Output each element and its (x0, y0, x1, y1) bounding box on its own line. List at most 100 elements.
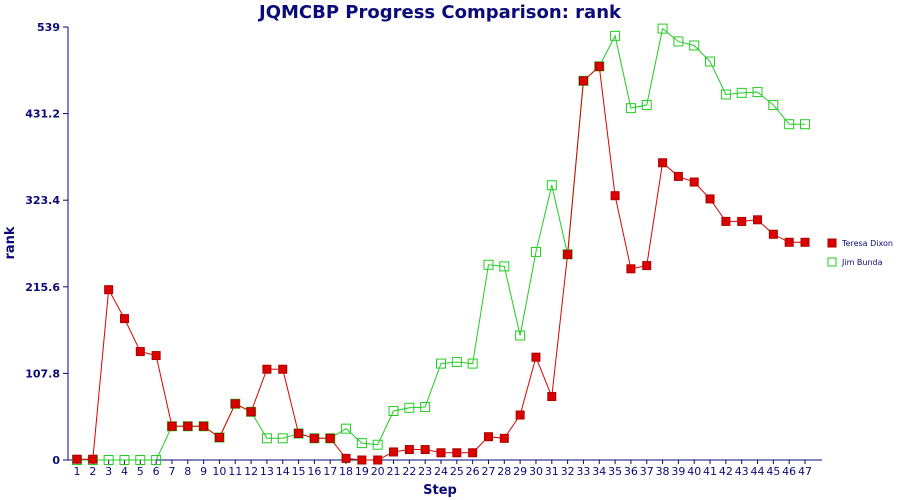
y-tick-label: 431.2 (25, 108, 60, 121)
data-point (483, 259, 494, 270)
data-point (610, 191, 620, 201)
data-point (356, 438, 367, 449)
x-tick-label: 6 (153, 465, 160, 478)
x-tick-label: 34 (592, 465, 606, 478)
data-point (784, 237, 794, 247)
data-point (151, 455, 162, 465)
data-point (436, 358, 446, 369)
legend-item: Teresa Dixon (827, 238, 893, 248)
legend-swatch (827, 238, 837, 248)
x-tick-label: 12 (244, 465, 258, 478)
data-point (720, 89, 731, 100)
y-tick-label: 107.8 (25, 367, 60, 380)
data-point (578, 76, 588, 86)
data-point (705, 194, 715, 204)
x-tick-label: 13 (260, 465, 274, 478)
data-point (547, 392, 557, 402)
y-axis-label: rank (3, 226, 18, 259)
data-point (610, 30, 621, 41)
x-tick-label: 32 (561, 465, 575, 478)
x-tick-label: 1 (74, 465, 81, 478)
data-point (104, 285, 114, 295)
data-point (563, 249, 573, 259)
data-point (499, 433, 509, 443)
data-point (689, 177, 699, 187)
x-tick-label: 21 (387, 465, 401, 478)
data-point (389, 447, 399, 457)
data-point (103, 455, 114, 465)
x-tick-label: 10 (212, 465, 226, 478)
data-point (341, 453, 351, 463)
x-tick-label: 43 (735, 465, 749, 478)
x-tick-label: 25 (450, 465, 464, 478)
data-point (689, 40, 700, 51)
x-tick-label: 30 (529, 465, 543, 478)
legend-swatch (827, 257, 837, 267)
chart-title: JQMCBP Progress Comparison: rank (257, 2, 622, 23)
x-tick-label: 24 (434, 465, 448, 478)
data-point (277, 433, 288, 444)
data-point (657, 23, 668, 34)
data-point (135, 347, 145, 357)
data-point (673, 36, 684, 47)
x-tick-label: 14 (276, 465, 290, 478)
x-tick-label: 20 (371, 465, 385, 478)
data-point (736, 87, 747, 98)
series-teresa-dixon (72, 61, 810, 465)
data-point (625, 103, 636, 114)
data-point (341, 423, 352, 434)
data-point (230, 399, 240, 409)
data-point (262, 364, 272, 374)
x-tick-label: 22 (402, 465, 416, 478)
data-point (357, 455, 367, 465)
data-point (294, 428, 304, 438)
data-point (420, 445, 430, 455)
data-point (404, 402, 415, 413)
chart-legend: Teresa Dixon Jim Bunda (827, 238, 893, 267)
x-axis-label: Step (423, 483, 457, 498)
data-point (167, 421, 177, 431)
data-point (530, 246, 541, 257)
x-tick-label: 37 (640, 465, 654, 478)
x-tick-label: 3 (105, 465, 112, 478)
data-point (214, 433, 224, 443)
x-tick-label: 2 (89, 465, 96, 478)
x-tick-label: 31 (545, 465, 559, 478)
data-point (436, 448, 446, 458)
data-point (784, 119, 795, 130)
data-point (309, 433, 319, 443)
legend-label: Teresa Dixon (841, 239, 893, 248)
legend-item: Jim Bunda (827, 257, 883, 267)
x-tick-label: 26 (466, 465, 480, 478)
data-point (800, 237, 810, 247)
data-point (404, 445, 414, 455)
data-point (531, 352, 541, 362)
data-point (278, 364, 288, 374)
data-point (800, 119, 810, 130)
x-tick-label: 47 (798, 465, 812, 478)
data-point (261, 433, 272, 444)
data-point (753, 215, 763, 225)
x-tick-label: 4 (121, 465, 128, 478)
data-point (451, 356, 462, 367)
data-point (546, 180, 557, 191)
data-point (452, 448, 462, 458)
data-point (151, 351, 161, 361)
data-point (246, 407, 256, 417)
x-tick-label: 41 (703, 465, 717, 478)
x-tick-label: 7 (168, 465, 175, 478)
x-tick-label: 15 (292, 465, 306, 478)
x-tick-label: 46 (782, 465, 796, 478)
data-point (752, 87, 763, 98)
x-tick-label: 35 (608, 465, 622, 478)
data-point (119, 314, 129, 324)
x-tick-label: 27 (481, 465, 495, 478)
x-tick-label: 5 (137, 465, 144, 478)
data-point (119, 455, 130, 465)
data-point (135, 455, 146, 465)
data-point (626, 264, 636, 274)
data-point (199, 421, 209, 431)
x-tick-label: 8 (184, 465, 191, 478)
data-point (183, 421, 193, 431)
